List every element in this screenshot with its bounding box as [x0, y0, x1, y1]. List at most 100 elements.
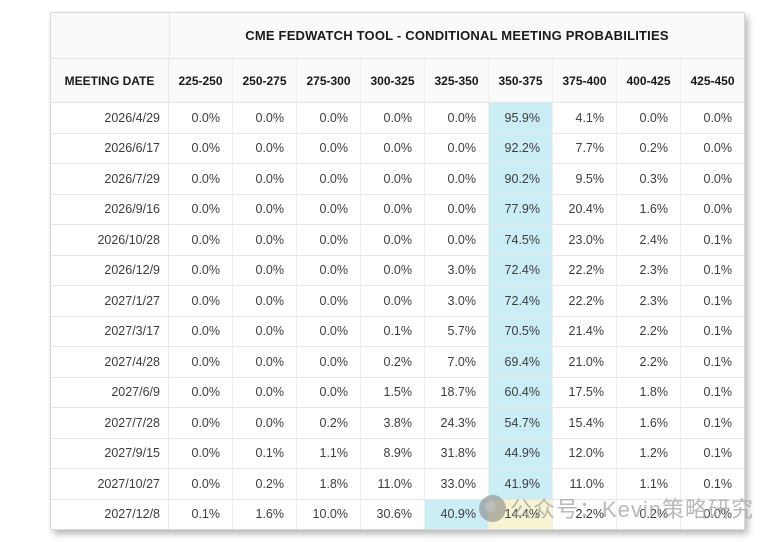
meeting-date-cell: 2026/9/16: [51, 194, 169, 224]
probability-cell: 0.0%: [297, 377, 361, 407]
probability-cell: 0.1%: [233, 438, 297, 468]
probability-cell: 77.9%: [489, 194, 553, 224]
probability-cell: 0.0%: [297, 316, 361, 346]
probability-cell: 69.4%: [489, 347, 553, 377]
probability-cell: 0.1%: [703, 263, 733, 278]
probability-cell: 0.2%: [617, 499, 681, 529]
probability-cell: 0.2%: [617, 133, 681, 163]
probability-cell: 0.0%: [233, 164, 297, 194]
meeting-date-cell: 2027/7/28: [51, 408, 169, 438]
probability-cell: 21.4%: [553, 316, 617, 346]
probability-cell: 0.0%: [361, 103, 425, 133]
probability-cell: 40.9%: [425, 499, 489, 529]
meeting-date-header: MEETING DATE: [51, 59, 169, 102]
probability-cell: 30.6%: [361, 499, 425, 529]
probability-cell: 11.0%: [553, 469, 617, 499]
probability-cell: 0.0%: [169, 469, 233, 499]
rate-range-header: 250-275: [233, 59, 297, 102]
probability-cell: 2.3%: [617, 286, 681, 316]
meeting-date-cell: 2027/12/8: [51, 499, 169, 529]
rate-range-header: 300-325: [361, 59, 425, 102]
probability-cell: 5.7%: [425, 316, 489, 346]
probability-cell: 0.0%: [233, 225, 297, 255]
table-row: 2026/10/28 0.0% 0.0% 0.0% 0.0% 0.0% 74.5% 23.0%…: [51, 224, 744, 255]
probability-cell: 41.9%: [489, 469, 553, 499]
probability-cell: 14.4%: [489, 499, 553, 529]
probability-cell: 2.3%: [617, 255, 681, 285]
table-row: 2027/10/27 0.0% 0.2% 1.8% 11.0% 33.0% 41.9% 11.…: [51, 468, 744, 499]
probability-cell: 0.0%: [233, 194, 297, 224]
probability-cell: 0.0%: [233, 316, 297, 346]
probability-cell: 0.0%: [425, 133, 489, 163]
rate-range-header: 275-300: [297, 59, 361, 102]
probability-cell: 0.0%: [297, 225, 361, 255]
probability-cell: 0.0%: [169, 316, 233, 346]
probability-cell: 0.0%: [169, 255, 233, 285]
table-title: CME FEDWATCH TOOL - CONDITIONAL MEETING …: [245, 28, 669, 43]
probability-cell: 0.0%: [233, 103, 297, 133]
meeting-date-cell: 2026/6/17: [51, 133, 169, 163]
probability-cell: 24.3%: [425, 408, 489, 438]
probability-cell: 7.7%: [553, 133, 617, 163]
probability-cell: 8.9%: [361, 438, 425, 468]
rate-range-header: 350-375: [489, 59, 553, 102]
probability-cell: 0.0%: [297, 103, 361, 133]
probability-cell: 72.4%: [489, 255, 553, 285]
probability-cell: 3.0%: [425, 286, 489, 316]
rate-range-header: 400-425: [617, 59, 681, 102]
probability-cell: 2.2%: [553, 499, 617, 529]
probability-cell: 0.0%: [169, 438, 233, 468]
table-row: 2027/7/28 0.0% 0.0% 0.2% 3.8% 24.3% 54.7% 15.4%…: [51, 407, 744, 438]
probability-cell: 0.1%: [703, 354, 733, 369]
probability-cell: 1.6%: [617, 194, 681, 224]
probability-cell: 0.0%: [361, 225, 425, 255]
probability-cell: 2.2%: [617, 316, 681, 346]
probability-cell: 0.0%: [703, 507, 733, 522]
probability-cell: 12.0%: [553, 438, 617, 468]
probability-cell: 1.8%: [297, 469, 361, 499]
probability-cell: 90.2%: [489, 164, 553, 194]
probability-cell: 23.0%: [553, 225, 617, 255]
probability-cell: 15.4%: [553, 408, 617, 438]
table-row: 2027/9/15 0.0% 0.1% 1.1% 8.9% 31.8% 44.9% 12.0%…: [51, 437, 744, 468]
probability-cell: 0.0%: [297, 194, 361, 224]
probability-cell: 1.5%: [361, 377, 425, 407]
probability-cell: 33.0%: [425, 469, 489, 499]
probability-cell: 60.4%: [489, 377, 553, 407]
probability-cell: 0.2%: [233, 469, 297, 499]
table-row: 2027/1/27 0.0% 0.0% 0.0% 0.0% 3.0% 72.4% 22.2% 2…: [51, 285, 744, 316]
meeting-date-cell: 2027/4/28: [51, 347, 169, 377]
probability-cell: 0.0%: [361, 164, 425, 194]
probability-cell: 0.0%: [361, 194, 425, 224]
probability-cell: 0.0%: [425, 225, 489, 255]
table-row: 2026/12/9 0.0% 0.0% 0.0% 0.0% 3.0% 72.4% 22.2% 2…: [51, 254, 744, 285]
table-title-row: CME FEDWATCH TOOL - CONDITIONAL MEETING …: [51, 13, 744, 59]
probability-cell: 0.1%: [703, 446, 733, 461]
probability-cell: 1.2%: [617, 438, 681, 468]
probability-cell: 0.0%: [169, 103, 233, 133]
probability-cell: 11.0%: [361, 469, 425, 499]
probability-cell: 0.1%: [703, 385, 733, 400]
probability-cell: 1.1%: [297, 438, 361, 468]
probability-cell: 72.4%: [489, 286, 553, 316]
meeting-date-cell: 2027/3/17: [51, 316, 169, 346]
meeting-date-cell: 2027/6/9: [51, 377, 169, 407]
probability-cell: 3.0%: [425, 255, 489, 285]
table-row: 2026/4/29 0.0% 0.0% 0.0% 0.0% 0.0% 95.9% 4.1% 0.…: [51, 103, 744, 133]
probability-cell: 0.0%: [361, 255, 425, 285]
probability-cell: 17.5%: [553, 377, 617, 407]
probability-cell: 0.0%: [233, 133, 297, 163]
probability-cell: 0.1%: [169, 499, 233, 529]
probability-cell: 0.1%: [703, 476, 733, 491]
probability-cell: 1.6%: [617, 408, 681, 438]
probability-cell: 7.0%: [425, 347, 489, 377]
probability-cell: 0.0%: [169, 194, 233, 224]
rate-range-header: 325-350: [425, 59, 489, 102]
probability-cell: 0.0%: [361, 133, 425, 163]
probability-cell: 0.1%: [703, 324, 733, 339]
probability-cell: 9.5%: [553, 164, 617, 194]
probability-cell: 0.0%: [169, 286, 233, 316]
probability-cell: 54.7%: [489, 408, 553, 438]
probability-cell: 22.2%: [553, 255, 617, 285]
